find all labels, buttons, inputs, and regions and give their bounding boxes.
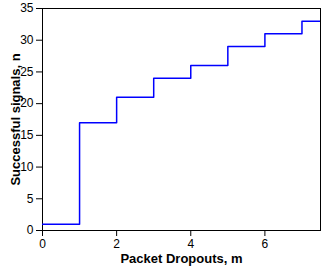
svg-text:Successful signals, n: Successful signals, n	[8, 53, 23, 185]
svg-text:0: 0	[27, 223, 34, 237]
svg-text:0: 0	[39, 237, 46, 251]
svg-text:25: 25	[20, 64, 34, 79]
svg-text:35: 35	[20, 1, 34, 15]
svg-text:30: 30	[20, 33, 34, 47]
svg-text:4: 4	[187, 237, 194, 251]
svg-text:Packet Dropouts, m: Packet Dropouts, m	[120, 251, 242, 266]
svg-text:10: 10	[20, 159, 34, 174]
svg-text:5: 5	[27, 192, 34, 206]
svg-text:6: 6	[262, 237, 269, 251]
svg-text:15: 15	[20, 128, 34, 143]
svg-text:20: 20	[20, 96, 34, 111]
svg-text:2: 2	[113, 237, 120, 251]
